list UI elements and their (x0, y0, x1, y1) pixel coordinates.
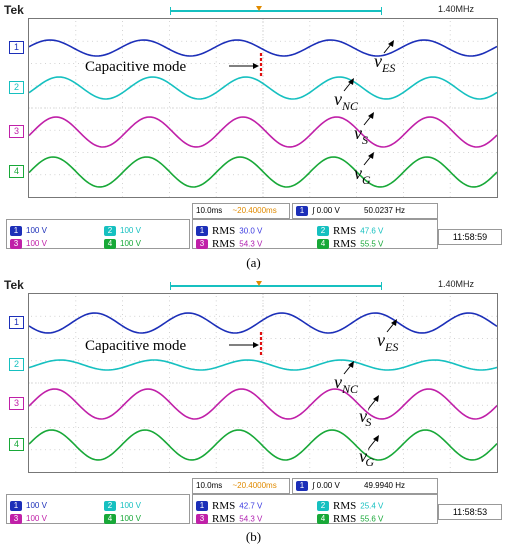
ch1-scale: 1 100 V (10, 222, 47, 240)
timebase-box: 10.0ms ~20.4000ms (192, 203, 290, 219)
rms-measurement-box: 1 RMS 30.0 V 2 RMS 47.6 V 3 RMS 54.3 V 4 RMS 55.… (192, 219, 438, 250)
channel-scale-box: 1 100 V 2 100 V 3 100 V 4 100 V (6, 494, 190, 524)
arrowhead-icon (391, 319, 397, 326)
ch4-scale: 4 100 V (104, 235, 141, 253)
waveform-ch1 (28, 312, 498, 334)
rms-ch2: 2 RMS 25.4 V (317, 497, 383, 515)
ch2-scale: 2 100 V (104, 497, 141, 515)
waveform-ch2 (28, 76, 498, 100)
waveform-ch1 (28, 39, 498, 57)
ch4-scale: 4 100 V (104, 510, 141, 528)
channel-marker-1[interactable]: 1 (9, 316, 24, 329)
rms-ch1: 1 RMS 30.0 V (196, 222, 262, 240)
arrowhead-icon (388, 40, 394, 47)
mode-annotation: Capacitive mode (85, 338, 187, 354)
channel-scale-box: 1 100 V 2 100 V 3 100 V 4 100 V (6, 219, 190, 249)
channel-marker-2[interactable]: 2 (9, 358, 24, 371)
rms-ch3: 3 RMS 54.3 V (196, 510, 262, 528)
waveform-ch4 (28, 156, 498, 188)
signal-label-g: v' G (359, 446, 374, 469)
trigger-frequency: 50.0237 Hz (364, 206, 405, 215)
arrowhead-icon (373, 435, 379, 442)
mode-annotation: Capacitive mode (85, 59, 187, 75)
graticule (29, 19, 498, 198)
trigger-box: 1 ∫ 0.00 V 49.9940 Hz (292, 478, 438, 494)
arrowhead-icon (348, 361, 354, 368)
delay-value: ~20.4000ms (232, 481, 277, 490)
status-bar: 1 100 V 2 100 V 3 100 V 4 100 V 10.0ms ~20.4… (0, 199, 507, 251)
clock: 11:58:59 (438, 229, 502, 245)
arrowhead-icon (253, 63, 259, 69)
graticule (29, 294, 498, 473)
trigger-level: 0.00 V (316, 481, 340, 490)
signal-label-nc: vNC (334, 89, 359, 113)
channel-marker-4[interactable]: 4 (9, 438, 24, 451)
trigger-box: 1 ∫ 0.00 V 50.0237 Hz (292, 203, 438, 219)
signal-label-s: vS (354, 123, 368, 147)
scope-screen: Capacitive mode vES vNC v' S v' G (28, 293, 498, 473)
clock: 11:58:53 (438, 504, 502, 520)
ch3-scale: 3 100 V (10, 510, 47, 528)
trigger-edge-icon: ∫ (312, 481, 315, 490)
rms-ch4: 4 RMS 55.6 V (317, 510, 383, 528)
signal-label-es: vES (377, 330, 398, 354)
channel-marker-3[interactable]: 3 (9, 397, 24, 410)
trigger-position-bar (170, 281, 382, 290)
timebase-value: 10.0ms (196, 481, 223, 490)
trigger-edge-icon: ∫ (312, 206, 315, 215)
arrowhead-icon (368, 112, 374, 119)
waveform-ch2 (28, 359, 498, 371)
rms-ch1: 1 RMS 42.7 V (196, 497, 262, 515)
arrowhead-icon (368, 152, 374, 159)
caption: (b) (245, 529, 262, 544)
rms-measurement-box: 1 RMS 42.7 V 2 RMS 25.4 V 3 RMS 54.3 V 4 RMS 55.… (192, 494, 438, 525)
arrowhead-icon (373, 395, 379, 402)
status-bar: 1 100 V 2 100 V 3 100 V 4 100 V 10.0ms ~20.4… (0, 474, 507, 526)
delay-value: ~20.4000ms (232, 206, 277, 215)
channel-marker-3[interactable]: 3 (9, 125, 24, 138)
sample-frequency: 1.40MHz (438, 4, 475, 14)
signal-label-s: v' S (359, 406, 371, 429)
sample-frequency: 1.40MHz (438, 279, 475, 289)
waveform-ch3 (28, 388, 498, 420)
arrowhead-icon (253, 342, 259, 348)
signal-label-nc: vNC (334, 372, 359, 396)
channel-marker-2[interactable]: 2 (9, 81, 24, 94)
rms-ch4: 4 RMS 55.5 V (317, 235, 383, 253)
brand-label: Tek (4, 278, 24, 292)
arrowhead-icon (348, 78, 354, 85)
timebase-value: 10.0ms (196, 206, 223, 215)
trigger-position-bar (170, 6, 382, 15)
channel-marker-4[interactable]: 4 (9, 165, 24, 178)
rms-ch3: 3 RMS 54.3 V (196, 235, 262, 253)
brand-label: Tek (4, 3, 24, 17)
rms-ch2: 2 RMS 47.6 V (317, 222, 383, 240)
ch2-scale: 2 100 V (104, 222, 141, 240)
timebase-box: 10.0ms ~20.4000ms (192, 478, 290, 494)
trigger-level: 0.00 V (316, 206, 340, 215)
ch3-scale: 3 100 V (10, 235, 47, 253)
scope-screen: Capacitive mode vES vNC vS vG (28, 18, 498, 198)
trigger-frequency: 49.9940 Hz (364, 481, 405, 490)
caption: (a) (246, 255, 261, 270)
channel-marker-1[interactable]: 1 (9, 41, 24, 54)
ch1-scale: 1 100 V (10, 497, 47, 515)
waveform-ch3 (28, 116, 498, 148)
waveform-ch4 (28, 429, 498, 461)
